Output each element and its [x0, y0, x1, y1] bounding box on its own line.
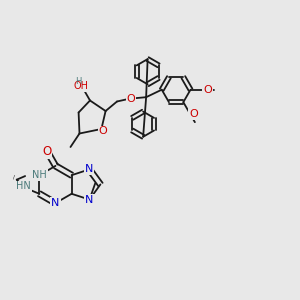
- Text: O: O: [189, 109, 198, 119]
- Text: HN: HN: [16, 181, 31, 191]
- Text: N: N: [85, 195, 94, 205]
- Text: H: H: [75, 77, 82, 86]
- Text: OH: OH: [73, 81, 88, 91]
- Text: /: /: [14, 175, 15, 180]
- Text: N: N: [51, 198, 60, 208]
- Text: O: O: [42, 145, 51, 158]
- Text: O: O: [98, 126, 107, 136]
- Text: O: O: [127, 94, 136, 104]
- Text: O: O: [203, 85, 212, 95]
- Text: NH: NH: [32, 170, 47, 180]
- Text: N: N: [85, 164, 94, 174]
